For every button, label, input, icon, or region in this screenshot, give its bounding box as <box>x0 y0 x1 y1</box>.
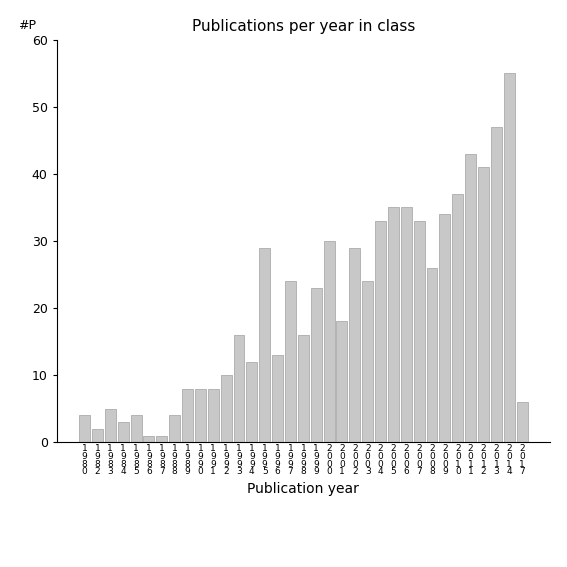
Bar <box>388 208 399 442</box>
Bar <box>311 288 321 442</box>
Title: Publications per year in class: Publications per year in class <box>192 19 415 35</box>
Bar <box>298 335 309 442</box>
Bar <box>452 194 463 442</box>
Bar <box>336 321 348 442</box>
Bar <box>349 248 360 442</box>
Bar <box>375 221 386 442</box>
Bar <box>130 416 142 442</box>
Bar <box>195 388 206 442</box>
X-axis label: Publication year: Publication year <box>247 482 359 496</box>
Bar <box>324 241 335 442</box>
Bar <box>517 402 527 442</box>
Bar <box>285 281 296 442</box>
Bar <box>465 154 476 442</box>
Bar <box>272 355 283 442</box>
Bar <box>105 409 116 442</box>
Bar <box>79 416 90 442</box>
Y-axis label: #P: #P <box>18 19 36 32</box>
Bar <box>491 127 502 442</box>
Bar <box>478 167 489 442</box>
Bar <box>362 281 373 442</box>
Bar <box>92 429 103 442</box>
Bar <box>259 248 270 442</box>
Bar <box>401 208 412 442</box>
Bar <box>169 416 180 442</box>
Bar <box>426 268 438 442</box>
Bar <box>182 388 193 442</box>
Bar <box>439 214 450 442</box>
Bar <box>247 362 257 442</box>
Bar <box>414 221 425 442</box>
Bar <box>208 388 219 442</box>
Bar <box>221 375 231 442</box>
Bar <box>234 335 244 442</box>
Bar <box>118 422 129 442</box>
Bar <box>156 435 167 442</box>
Bar <box>143 435 154 442</box>
Bar <box>503 73 515 442</box>
